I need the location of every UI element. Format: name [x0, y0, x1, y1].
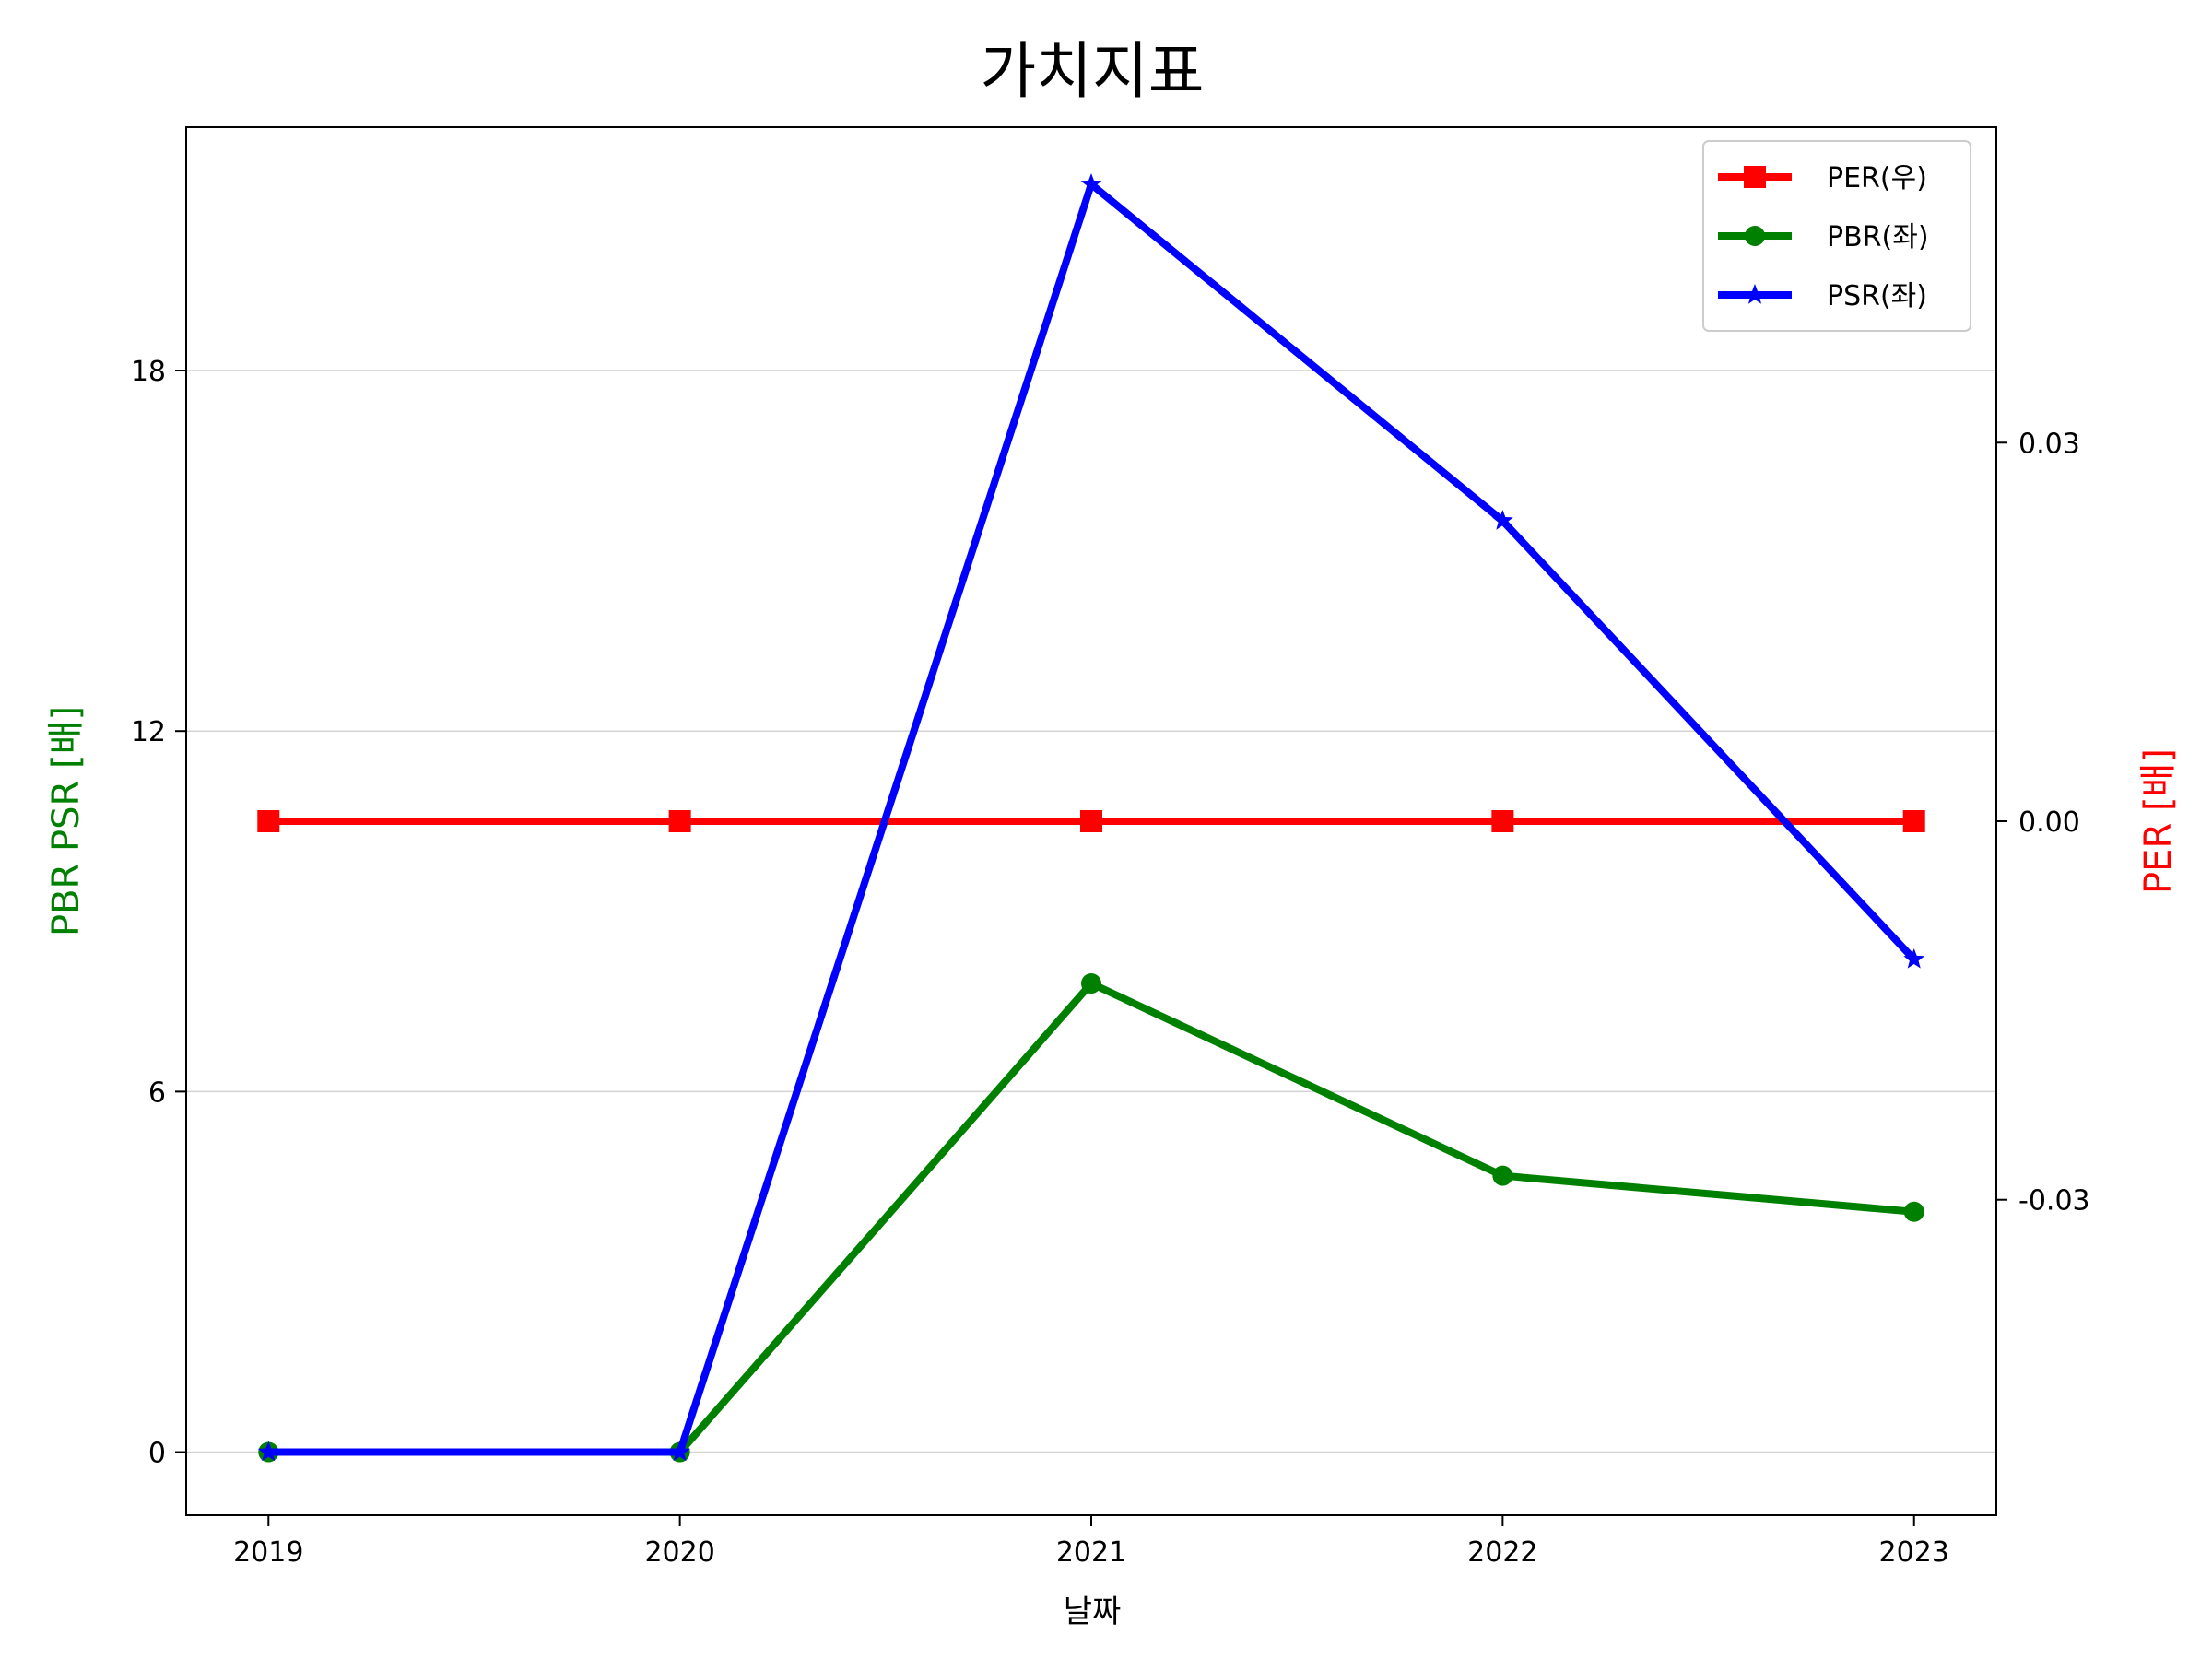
- series-circle: [258, 973, 1924, 1463]
- x-tick-label: 2023: [1879, 1536, 1949, 1569]
- series-square: [257, 810, 1925, 832]
- right-y-tick-label: 0.03: [2018, 428, 2080, 460]
- legend-marker: [1744, 166, 1766, 188]
- left-y-axis-label: PBR PSR [배]: [45, 706, 88, 936]
- chart-title: 가치지표: [981, 36, 1205, 107]
- left-y-tick-label: 12: [131, 716, 166, 748]
- left-y-axis: 0 6 12 18: [131, 356, 186, 1470]
- data-point: [1903, 1201, 1924, 1222]
- legend-label: PBR(좌): [1827, 221, 1929, 253]
- legend-label: PER(우): [1827, 162, 1927, 194]
- data-point: [257, 810, 280, 832]
- x-tick-label: 2021: [1056, 1536, 1126, 1569]
- right-y-tick-label: 0.00: [2018, 806, 2080, 839]
- series-layer: [257, 172, 1925, 1463]
- grid: [186, 370, 1996, 1453]
- series-star: [257, 172, 1925, 1462]
- legend-marker: [1745, 226, 1765, 246]
- data-point: [1491, 810, 1514, 832]
- right-y-tick-label: -0.03: [2018, 1185, 2090, 1218]
- data-point: [257, 1441, 279, 1462]
- left-y-tick-label: 0: [148, 1438, 166, 1470]
- legend-marker: [1744, 284, 1766, 304]
- left-y-tick-label: 18: [131, 356, 166, 388]
- legend-box: [1702, 140, 1971, 332]
- left-y-tick-label: 6: [148, 1077, 166, 1109]
- data-point: [1903, 947, 1925, 969]
- x-tick-label: 2020: [644, 1536, 714, 1569]
- x-tick-label: 2022: [1467, 1536, 1537, 1569]
- data-point: [668, 810, 691, 832]
- x-axis-label: 날짜: [1064, 1594, 1122, 1630]
- right-y-axis: -0.03 0.00 0.03: [1996, 428, 2090, 1218]
- legend: PER(우) PBR(좌) PSR(좌): [1702, 140, 1971, 332]
- data-point: [1081, 973, 1101, 994]
- data-point: [1080, 172, 1102, 194]
- right-y-axis-label: PER [배]: [2137, 748, 2180, 894]
- x-axis: 2019 2020 2021 2022 2023: [233, 1515, 1949, 1569]
- data-point: [1080, 810, 1102, 832]
- data-point: [1492, 1165, 1513, 1186]
- x-tick-label: 2019: [233, 1536, 303, 1569]
- data-point: [1491, 510, 1513, 530]
- series-line: [265, 980, 1918, 1456]
- legend-label: PSR(좌): [1827, 280, 1927, 312]
- data-point: [1902, 810, 1925, 832]
- data-point: [669, 1441, 691, 1462]
